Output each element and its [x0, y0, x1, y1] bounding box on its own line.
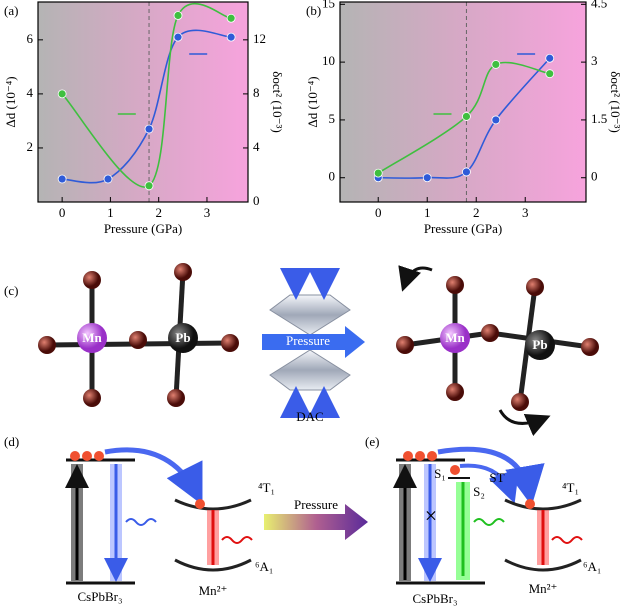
data-point — [491, 115, 501, 125]
mn-atom — [440, 323, 470, 353]
rotation-arrow — [398, 265, 433, 292]
pressure-arrow — [264, 504, 368, 540]
data-point — [545, 69, 555, 79]
y-axis-label: Δd (10⁻⁴) — [3, 76, 18, 127]
y2-tick-label: 4 — [253, 139, 260, 154]
data-point — [373, 168, 383, 178]
y2-tick-label: 1.5 — [591, 111, 607, 126]
data-point — [144, 124, 154, 134]
state-label: ST — [489, 470, 504, 485]
pb-atom — [168, 323, 198, 353]
pressure-arrow-label: Pressure — [294, 497, 338, 512]
atom-label: Mn — [82, 330, 102, 345]
x-tick-label: 1 — [424, 205, 431, 220]
y-tick-label: 5 — [329, 111, 336, 126]
y2-tick-label: 8 — [253, 85, 260, 100]
data-point — [144, 181, 154, 191]
data-point — [226, 13, 236, 23]
state-label: ⁴T₁ — [562, 480, 579, 495]
br-atoms — [38, 263, 599, 411]
x-tick-label: 3 — [522, 205, 529, 220]
ion-label: Mn²⁺ — [199, 583, 228, 598]
atom-label: Pb — [532, 337, 547, 352]
y2-tick-label: 0 — [253, 193, 260, 208]
panel-label: (c) — [4, 283, 18, 298]
dac-label: DAC — [296, 409, 323, 424]
y2-tick-label: 0 — [591, 169, 598, 184]
plot-frame — [339, 1, 587, 203]
y2-tick-label: 3 — [591, 53, 598, 68]
plot-frame — [37, 1, 249, 203]
state-label: S₁ — [434, 466, 446, 481]
data-point — [545, 53, 555, 63]
y2-tick-label: 12 — [253, 31, 266, 46]
y-tick-label: 2 — [27, 139, 34, 154]
pb-atom — [525, 330, 555, 360]
state-label: ⁶A₁ — [255, 559, 273, 574]
x-tick-label: 0 — [375, 205, 382, 220]
x-tick-label: 0 — [59, 205, 66, 220]
plot-background — [38, 2, 248, 202]
data-point — [173, 32, 183, 42]
y-tick-label: 15 — [322, 0, 335, 10]
y-tick-label: 4 — [27, 85, 34, 100]
series-line — [377, 61, 550, 174]
state-label: ⁶A₁ — [583, 559, 601, 574]
svg-text:×: × — [425, 503, 437, 528]
panel-label: (d) — [4, 434, 19, 449]
panel-label: (e) — [365, 434, 379, 449]
data-point — [491, 60, 501, 69]
series-line — [61, 2, 232, 188]
x-axis-label: Pressure (GPa) — [104, 221, 182, 236]
panel-label: (b) — [306, 3, 321, 18]
data-point — [57, 89, 67, 99]
state-label: S₂ — [473, 484, 485, 499]
host-label: CsPbBr₃ — [78, 589, 123, 604]
atom-label: Mn — [445, 330, 465, 345]
mn-atom — [77, 323, 107, 353]
y2-axis-label: δoct² (10⁻³) — [270, 71, 285, 133]
data-point — [422, 173, 432, 183]
panel-e: (e) × S₁ S₂ ST ⁴T₁ ⁶A₁ Mn²⁺ CsPbBr₃ — [365, 434, 601, 606]
atom-label: Pb — [175, 330, 190, 345]
data-point — [226, 32, 236, 42]
plot-background — [340, 2, 586, 202]
data-point — [462, 167, 471, 177]
ion-label: Mn²⁺ — [529, 581, 558, 596]
x-tick-label: 3 — [204, 205, 211, 220]
host-label: CsPbBr₃ — [413, 591, 458, 606]
y-tick-label: 6 — [27, 31, 34, 46]
rotation-arrow — [498, 409, 551, 437]
y2-tick-label: 4.5 — [591, 0, 607, 10]
pressure-label: Pressure — [286, 333, 330, 348]
x-tick-label: 1 — [107, 205, 114, 220]
y-axis-label: Δd (10⁻⁴) — [305, 76, 320, 127]
y-tick-label: 10 — [322, 53, 335, 68]
data-point — [103, 174, 113, 184]
data-point — [462, 112, 471, 121]
dac: Pressure DAC — [262, 268, 365, 424]
panel-d: (d) ⁴T₁ ⁶A₁ Mn²⁺ CsPbBr₃ — [4, 434, 275, 604]
state-label: ⁴T₁ — [258, 480, 275, 495]
x-axis-label: Pressure (GPa) — [424, 221, 502, 236]
y-tick-label: 0 — [329, 169, 336, 184]
data-point — [173, 11, 183, 20]
x-tick-label: 2 — [155, 205, 162, 220]
panel-c: (c) Mn Pb Mn Pb Pressure DAC — [4, 263, 599, 437]
x-tick-label: 2 — [473, 205, 480, 220]
y2-axis-label: δoct² (10⁻³) — [608, 71, 623, 133]
data-point — [57, 174, 67, 184]
panel-label: (a) — [4, 3, 18, 18]
